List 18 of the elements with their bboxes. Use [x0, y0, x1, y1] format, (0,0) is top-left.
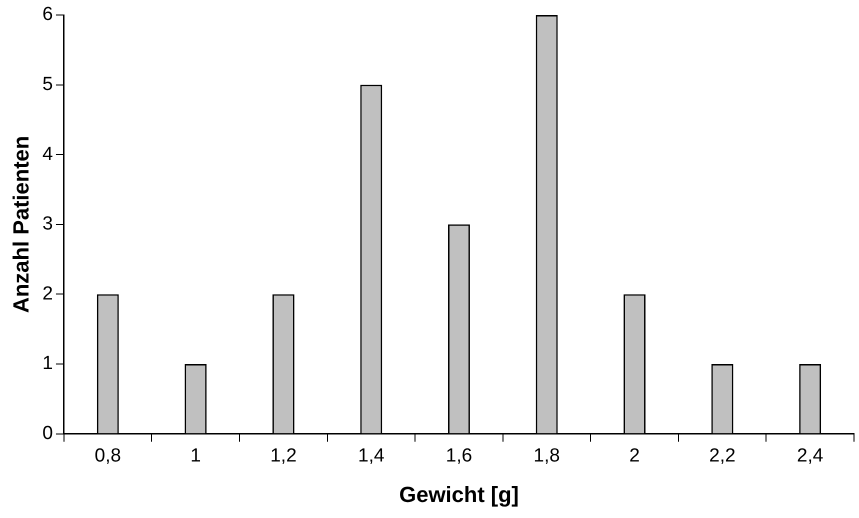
x-tick-label: 2	[629, 445, 640, 466]
x-tick-label: 1,4	[358, 445, 385, 466]
y-tick-label: 2	[42, 283, 53, 304]
y-tick-label: 6	[42, 4, 53, 26]
y-axis-title: Anzahl Patienten	[8, 136, 34, 314]
x-tick-label: 1,2	[270, 445, 297, 466]
x-tick-label: 0,8	[94, 445, 122, 466]
x-tick-label: 1	[190, 445, 201, 466]
y-tick-label: 0	[42, 423, 53, 444]
x-tick-label: 2,2	[709, 445, 736, 466]
x-tick-label: 1,6	[446, 445, 472, 466]
x-tick-label: 1,8	[534, 445, 560, 466]
x-axis-title: Gewicht [g]	[399, 482, 519, 507]
y-tick-label: 3	[42, 214, 53, 235]
y-tick-label: 4	[42, 144, 54, 165]
y-tick-label: 1	[42, 353, 53, 374]
x-tick-label: 2,4	[796, 445, 824, 466]
y-tick-label: 5	[42, 74, 53, 96]
